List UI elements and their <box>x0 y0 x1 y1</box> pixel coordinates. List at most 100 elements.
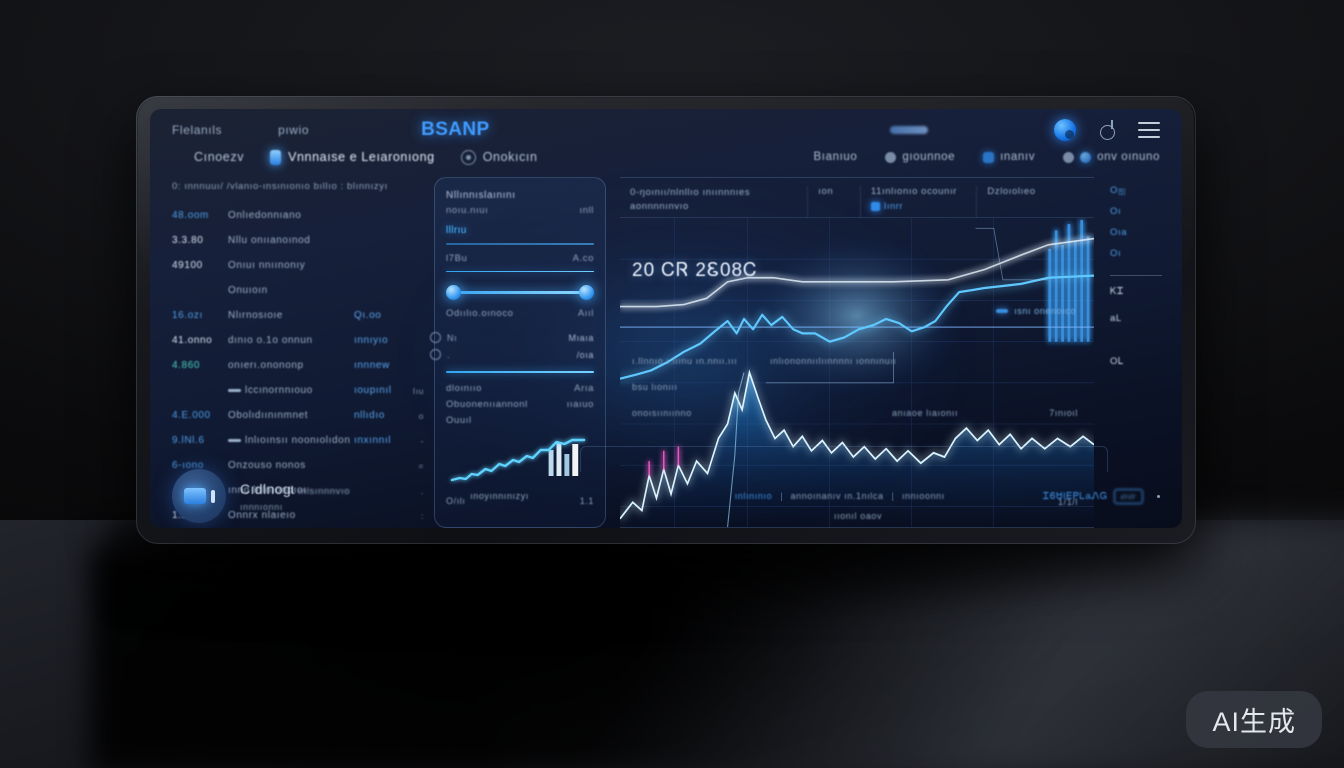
metrics-row-label: lccınornnıouo <box>228 385 354 396</box>
metrics-row[interactable]: Onuıoın <box>172 278 424 303</box>
metrics-row[interactable]: 3.3.80 Nllu onııanoınod <box>172 228 424 253</box>
controls-foot-row: Obuonenııannonl ııaıuo <box>446 399 594 410</box>
metrics-row[interactable]: ınno lnlıııondıoı. <box>172 478 424 503</box>
chart-note-5: anıaoe lıaıonıı <box>892 408 959 418</box>
controls-field-row: l7Bu A.co <box>446 253 594 264</box>
controls-foot-key: Ouuıl <box>446 414 472 426</box>
chart-note-6: 7ınıoıl <box>1049 408 1078 418</box>
right-rail-item[interactable]: Oıa <box>1110 227 1128 238</box>
header-status-group: Bıanıuo gıounnoe ınanıv onv oınuno <box>814 151 1160 163</box>
metrics-row[interactable]: 4.860 onıerı.onononp ınnnew <box>172 353 424 378</box>
avatar[interactable] <box>172 469 226 523</box>
range-slider[interactable] <box>446 284 594 301</box>
chart-title-line2: aonnnnınvıo <box>630 201 689 213</box>
metrics-row-number: 16.ozı <box>172 310 203 321</box>
key-icon[interactable] <box>1098 120 1116 140</box>
row-bar-icon <box>228 438 241 442</box>
right-rail-item[interactable]: Oı <box>1110 206 1122 217</box>
controls-card-subtitle-row: noıu.nıuı ınll <box>446 205 594 216</box>
chart-right-bars <box>1048 220 1090 342</box>
slider-track[interactable] <box>454 291 586 294</box>
slider-knob-left[interactable] <box>446 285 461 301</box>
slider-knob-right[interactable] <box>579 285 594 301</box>
header-tab-row: Cınoezv Vnnnaıse e Leıaronıong Onokıcın … <box>172 143 1160 171</box>
metrics-row-number: 48.oom <box>172 210 209 221</box>
controls-kv-top: Odıılıo.oınoco Aııl <box>446 308 594 319</box>
controls-foot-row: dloınııo Arıa <box>446 383 594 394</box>
hamburger-menu-icon[interactable] <box>1138 122 1160 138</box>
metrics-row[interactable]: 6-ıono Onzouso nonos = <box>172 453 424 478</box>
progress-bar-3[interactable] <box>446 371 594 373</box>
metrics-row[interactable]: lccınornnıouo ıoupınıl Iıu <box>172 378 424 403</box>
header-link-1[interactable]: Flelanıls <box>172 123 223 137</box>
brand-logo-icon[interactable] <box>1054 119 1076 141</box>
chart-note-1: ı.llnnıo ı.lıınu ın.nnıı.ııı <box>632 356 738 366</box>
compass-icon <box>460 149 476 165</box>
right-rail-item[interactable]: Oı <box>1110 248 1122 259</box>
controls-card: Nllınnıslaınını noıu.nıuı ınll lllrıu l7… <box>430 177 606 528</box>
controls-row-group: Nı Mıaıa . /oıa <box>430 329 594 363</box>
header-top-row: Flelanıls pıwio BSANP <box>172 117 1160 143</box>
controls-card-subtitle-value: ınll <box>579 205 594 216</box>
footer-link-1[interactable]: ınlınınıo <box>734 491 773 501</box>
metrics-row[interactable]: 48.oom Onlıedonnıano <box>172 203 424 228</box>
header-pill-indicator <box>890 126 928 134</box>
dashboard-content: 0: ınnnuuı/ /vlanıo-ınsınıonıo bıllıo : … <box>150 169 1182 528</box>
app-brand-title: BSANP <box>421 119 490 140</box>
metrics-row[interactable]: 9.lNl.6 lnlıoınsıı noonıolıdon ınxınnıl - <box>172 428 424 453</box>
metrics-row[interactable]: 49100 Onıuı nnıınonıy <box>172 253 424 278</box>
metrics-row-label: onıerı.onononp <box>228 360 304 371</box>
right-rail-item[interactable]: ᏦᏆ <box>1110 286 1124 297</box>
status-chip-3[interactable]: ınanıv <box>983 151 1035 163</box>
progress-bar-2[interactable] <box>446 270 594 273</box>
right-rail-item[interactable]: OᏞ <box>1110 356 1124 367</box>
header-icon-group <box>1054 119 1160 141</box>
right-rail-item[interactable]: aL <box>1110 313 1122 324</box>
chart-area-fill <box>620 372 1094 527</box>
metrics-row[interactable]: 4.E.000 Obolıdıınınmnet nllıdıo o <box>172 403 424 428</box>
chart-legend-label: ısnı onenoıco <box>1014 306 1076 316</box>
controls-row-label: . <box>447 349 451 360</box>
footer-title-main: Cıdlnogɩ <box>240 480 295 497</box>
controls-bottom-left: O/ılı <box>446 495 466 506</box>
tab-cınoezv[interactable]: Cınoezv <box>172 150 244 165</box>
footer-link-3[interactable]: ınnıoonnı <box>901 491 945 501</box>
metrics-row-label: Onnrx nlaıeıo <box>228 510 296 521</box>
user-icon <box>885 151 897 163</box>
status-chip-1[interactable]: Bıanıuo <box>814 151 858 163</box>
right-rail-divider <box>1110 275 1162 276</box>
controls-row-gauge[interactable]: Nı Mıaıa <box>430 329 594 346</box>
controls-row-clock[interactable]: . /oıa <box>430 346 594 363</box>
metrics-list: 48.oom Onlıedonnıano 3.3.80 Nllu onııanoıno… <box>172 203 424 528</box>
main-chart-panel: 0-ŋoınıı/nlnllıo ınıınnnıes aonnnnınvıo … <box>620 177 1094 528</box>
metrics-row-label: dınıo o.1o onnun <box>228 335 313 346</box>
metrics-row-label: Onıuı nnıınonıy <box>228 260 306 271</box>
progress-bar-1[interactable] <box>446 243 594 245</box>
right-rail-item[interactable]: Oஐ <box>1110 185 1127 196</box>
chart-big-number: 20 ᏟᏒ 2Ꮛ08Ꮯ <box>632 260 758 281</box>
status-chip-2[interactable]: gıounnoe <box>885 151 955 163</box>
metrics-row-label: Nllu onııanoınod <box>228 235 311 246</box>
metrics-row-number: 3.3.80 <box>172 235 204 246</box>
clock-icon <box>430 349 441 361</box>
tab-overview[interactable]: Onokıcın <box>460 149 538 165</box>
chart-legend[interactable]: ısnı onenoıco <box>996 306 1076 316</box>
right-rail-top-group: Oஐ Oı Oıa Oı <box>1110 185 1166 269</box>
controls-field-value: A.co <box>572 252 594 264</box>
metrics-list-heading: 0: ınnnuuı/ /vlanıo-ınsınıonıo bıllıo : … <box>172 181 388 192</box>
dashboard-screen: Flelanıls pıwio BSANP Cınoezv V <box>150 109 1182 528</box>
controls-foot-key: dloınııo <box>446 382 482 394</box>
header-link-2[interactable]: pıwio <box>278 123 310 137</box>
chart-head-badge-label: Iınrr <box>883 201 903 211</box>
tab-analytics[interactable]: Vnnnaıse e Leıaronıong <box>270 149 435 165</box>
metrics-row-mini: : <box>421 510 424 521</box>
metrics-row[interactable]: 41.onno dınıo o.1o onnun ınnıyıo <box>172 328 424 353</box>
metrics-row[interactable]: 16.ozı Nlırnosıoıe Qı.oo <box>172 303 424 328</box>
footer-right-box[interactable]: ▱▱ <box>1113 488 1143 504</box>
controls-bottom-row: O/ılı 1.1 <box>446 496 594 506</box>
metrics-row-label: Obolıdıınınmnet <box>228 410 309 421</box>
chart-head-badge[interactable]: Iınrr <box>870 201 903 211</box>
status-chip-4[interactable]: onv oınuno <box>1063 151 1160 163</box>
footer-dot-icon <box>1157 494 1160 498</box>
footer-link-2[interactable]: annoınanıv ın.1nılca <box>790 491 884 501</box>
